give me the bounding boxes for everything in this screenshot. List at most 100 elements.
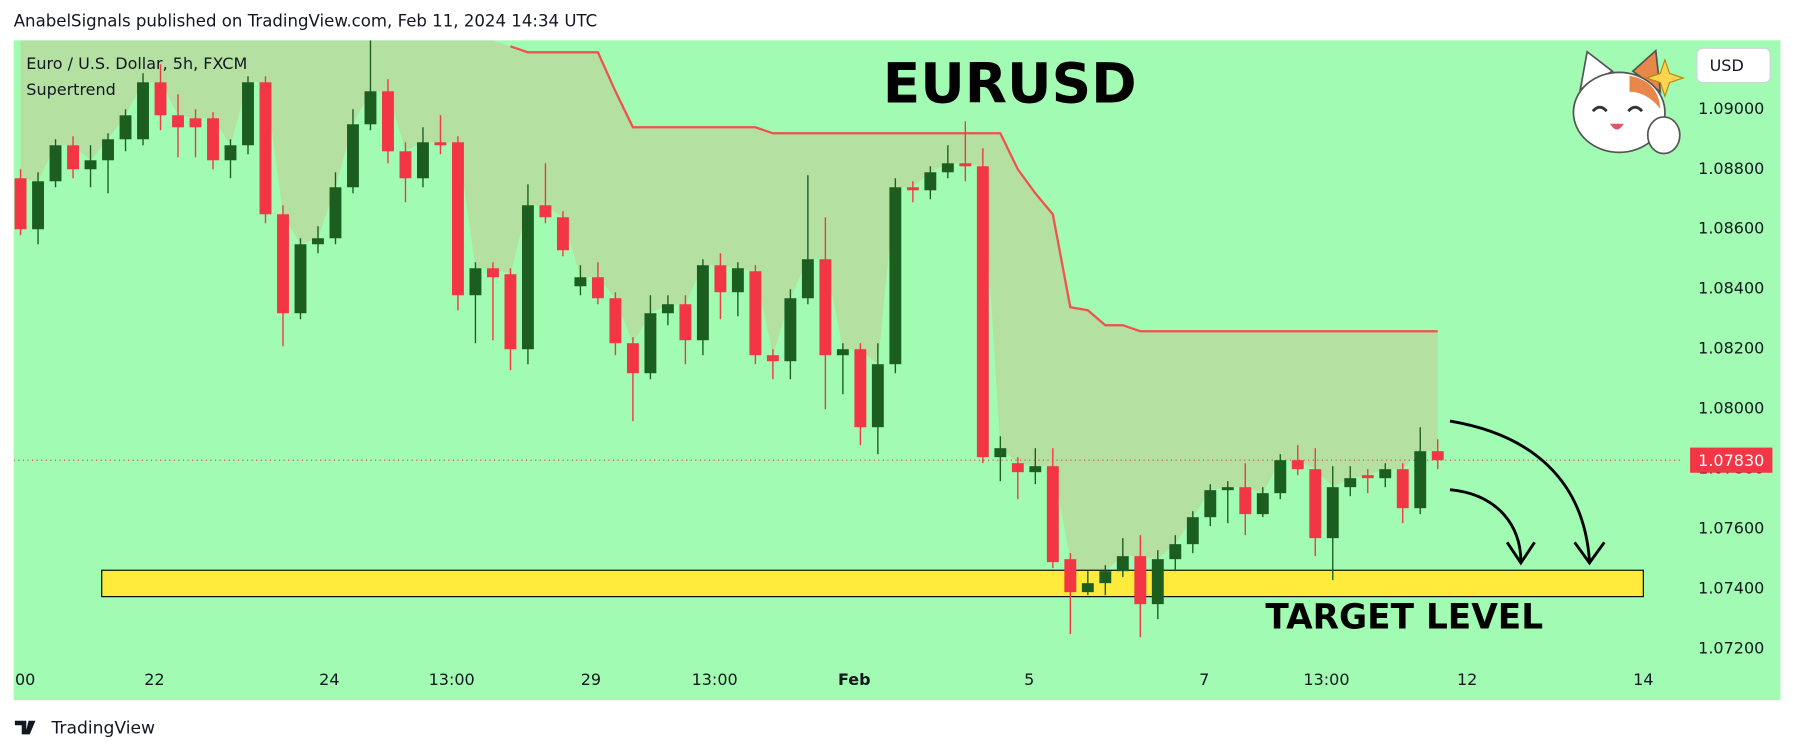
cat-patch (1629, 75, 1661, 109)
candle-body (294, 244, 307, 314)
candle-body (941, 163, 954, 173)
x-tick-label: 00 (15, 670, 35, 689)
candle-body (189, 118, 202, 128)
candle-body (1134, 556, 1147, 605)
candle-body (32, 181, 44, 230)
supertrend-fill (20, 40, 1438, 584)
x-tick-label: Feb (838, 670, 871, 689)
currency-label[interactable]: USD (1710, 56, 1744, 75)
candle-body (854, 349, 867, 428)
x-tick-label: 12 (1457, 670, 1477, 689)
candle-body (49, 145, 62, 182)
candle-body (486, 268, 499, 278)
x-tick-label: 13:00 (1303, 670, 1349, 689)
candle-body (119, 115, 132, 140)
candle-body (469, 268, 482, 296)
candle-body (556, 217, 569, 251)
candle-body (749, 271, 762, 356)
arrow-head (1505, 541, 1536, 566)
x-tick-label: 13:00 (692, 670, 738, 689)
candle-body (1274, 460, 1287, 494)
plot-layer (13, 40, 1681, 638)
candle-body (1116, 556, 1129, 572)
candle-body (644, 313, 657, 374)
candle-body (731, 268, 744, 293)
y-tick-label: 1.08800 (1698, 159, 1764, 178)
candle-body (1081, 583, 1094, 593)
candle-body (801, 259, 814, 299)
symbol-label: Euro / U.S. Dollar, 5h, FXCM (26, 54, 247, 73)
candle-body (626, 343, 639, 374)
candle-body (889, 187, 902, 365)
arrows (1449, 419, 1606, 566)
arrow (1449, 488, 1523, 561)
current-price-tag (1690, 447, 1773, 473)
candle-body (364, 91, 377, 125)
candle-body (1396, 469, 1409, 509)
candle-body (1344, 478, 1357, 488)
candle-body (1239, 487, 1252, 515)
cat-eyes (1591, 105, 1644, 113)
x-tick-label: 7 (1199, 670, 1209, 689)
candle-body (224, 145, 237, 161)
candle-body (452, 142, 464, 296)
x-tick-label: 22 (144, 670, 164, 689)
cat-paw (1646, 116, 1681, 155)
chart-title: EURUSD (883, 51, 1137, 115)
candle-body (1361, 475, 1374, 479)
x-tick-label: 14 (1633, 670, 1653, 689)
candle-body (1291, 460, 1304, 470)
candle-body (591, 277, 604, 299)
y-tick-label: 1.09000 (1698, 99, 1764, 118)
candle-body (242, 82, 254, 146)
candle-body (819, 259, 832, 356)
candle-body (994, 448, 1007, 458)
candle-body (259, 82, 272, 215)
cat-mouth (1610, 123, 1624, 130)
candle-body (836, 349, 849, 356)
candle-body (714, 265, 727, 293)
candle-body (1099, 571, 1112, 584)
candle-body (417, 142, 429, 179)
candle-body (521, 205, 534, 350)
candle-body (172, 115, 184, 128)
candle-body (766, 355, 779, 362)
x-tick-label: 29 (581, 670, 601, 689)
y-tick-label: 1.08400 (1698, 279, 1764, 298)
candle-body (661, 304, 674, 314)
sparkle (1644, 57, 1686, 99)
candle-body (14, 178, 27, 230)
candle-body (1186, 517, 1199, 545)
candle-body (434, 142, 447, 146)
candle-body (1309, 469, 1322, 539)
arrow-head (1573, 541, 1606, 566)
candle-body (679, 304, 692, 341)
candle-body (137, 82, 149, 140)
usd-button[interactable]: USD (1696, 47, 1771, 84)
candle-body (871, 364, 884, 428)
candle-body (609, 298, 622, 344)
y-tick-label: 1.08000 (1698, 399, 1764, 418)
candle-body (312, 238, 324, 245)
candle-body (347, 124, 359, 188)
candle-body (1169, 544, 1182, 560)
candle-body (277, 214, 289, 314)
candle-body (1011, 463, 1024, 473)
candle-body (1379, 469, 1392, 479)
currency-button[interactable] (1696, 47, 1771, 84)
candle-body (1046, 466, 1059, 563)
candle-body (784, 298, 797, 362)
candle-body (1431, 451, 1444, 461)
candle-body (959, 163, 972, 167)
candle-body (67, 145, 79, 170)
x-tick-label: 13:00 (429, 670, 475, 689)
current-price-label: 1.07830 (1698, 451, 1764, 470)
candle-body (102, 139, 114, 161)
candle-body (1029, 466, 1042, 473)
indicator-label: Supertrend (26, 80, 116, 99)
footer-logo: TradingView (14, 719, 155, 739)
zone-label: TARGET LEVEL (1265, 597, 1543, 637)
candle-body (504, 274, 517, 350)
